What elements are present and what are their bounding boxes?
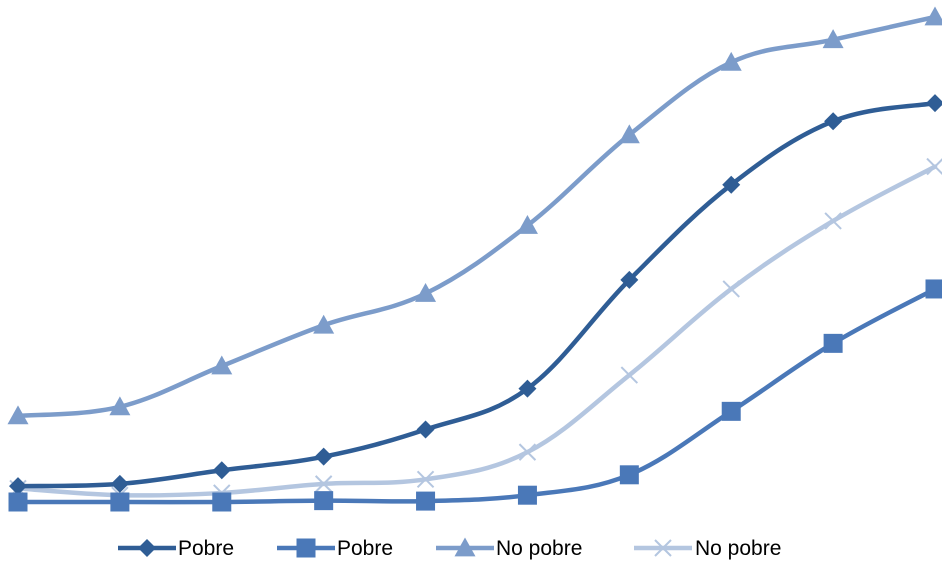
series-line bbox=[15, 286, 938, 505]
data-point-diamond bbox=[722, 175, 741, 194]
legend-marker-square bbox=[296, 538, 316, 558]
data-point-triangle bbox=[109, 396, 131, 416]
legend-marker-x bbox=[654, 539, 672, 557]
data-point-diamond bbox=[416, 420, 435, 439]
data-point-diamond bbox=[212, 461, 231, 480]
data-point-diamond bbox=[620, 270, 639, 289]
data-point-triangle bbox=[516, 215, 538, 234]
data-point-triangle bbox=[211, 355, 233, 375]
legend: Pobre Pobre No pobre No pobre bbox=[118, 537, 781, 560]
data-point-x bbox=[926, 157, 942, 176]
data-point-diamond bbox=[9, 477, 27, 496]
legend-label: Pobre bbox=[178, 537, 234, 560]
data-point-triangle bbox=[822, 29, 844, 49]
legend-label: No pobre bbox=[695, 537, 781, 560]
data-point-x bbox=[416, 470, 435, 489]
series-1 bbox=[9, 94, 942, 496]
data-point-diamond bbox=[518, 379, 537, 398]
legend-marker-diamond bbox=[138, 539, 156, 557]
data-point-square bbox=[8, 492, 28, 512]
data-point-x bbox=[620, 366, 639, 384]
series-line bbox=[15, 100, 938, 489]
data-point-triangle bbox=[720, 51, 742, 71]
series-4 bbox=[9, 157, 942, 504]
legend-item: Pobre bbox=[277, 537, 393, 560]
legend-item: No pobre bbox=[634, 537, 781, 560]
data-point-triangle bbox=[313, 314, 335, 334]
data-point-square bbox=[517, 485, 537, 505]
data-point-square bbox=[212, 492, 232, 512]
data-point-square bbox=[925, 279, 942, 299]
data-point-square bbox=[110, 492, 130, 512]
data-point-x bbox=[314, 475, 333, 493]
series-2 bbox=[8, 279, 942, 512]
data-point-square bbox=[619, 465, 639, 485]
legend-item: Pobre bbox=[118, 537, 234, 560]
data-point-diamond bbox=[314, 447, 333, 466]
data-point-triangle bbox=[7, 405, 29, 425]
data-point-x bbox=[722, 280, 740, 298]
legend-marker-triangle bbox=[454, 537, 476, 557]
data-point-triangle bbox=[618, 124, 640, 144]
legend-label: No pobre bbox=[496, 537, 582, 560]
data-point-triangle bbox=[924, 6, 942, 26]
data-point-diamond bbox=[110, 474, 129, 493]
series-3 bbox=[7, 6, 942, 425]
legend-label: Pobre bbox=[337, 537, 393, 560]
data-point-square bbox=[416, 491, 436, 511]
legend-item: No pobre bbox=[436, 537, 582, 560]
series-line bbox=[15, 14, 938, 419]
data-point-diamond bbox=[926, 94, 942, 113]
plot-area bbox=[7, 6, 942, 512]
data-point-diamond bbox=[824, 112, 843, 131]
data-point-triangle bbox=[415, 282, 437, 302]
series-line bbox=[15, 164, 938, 498]
data-point-square bbox=[721, 401, 741, 421]
data-point-x bbox=[518, 443, 537, 461]
data-point-square bbox=[314, 491, 334, 511]
data-point-square bbox=[823, 333, 843, 353]
data-point-x bbox=[824, 212, 842, 230]
